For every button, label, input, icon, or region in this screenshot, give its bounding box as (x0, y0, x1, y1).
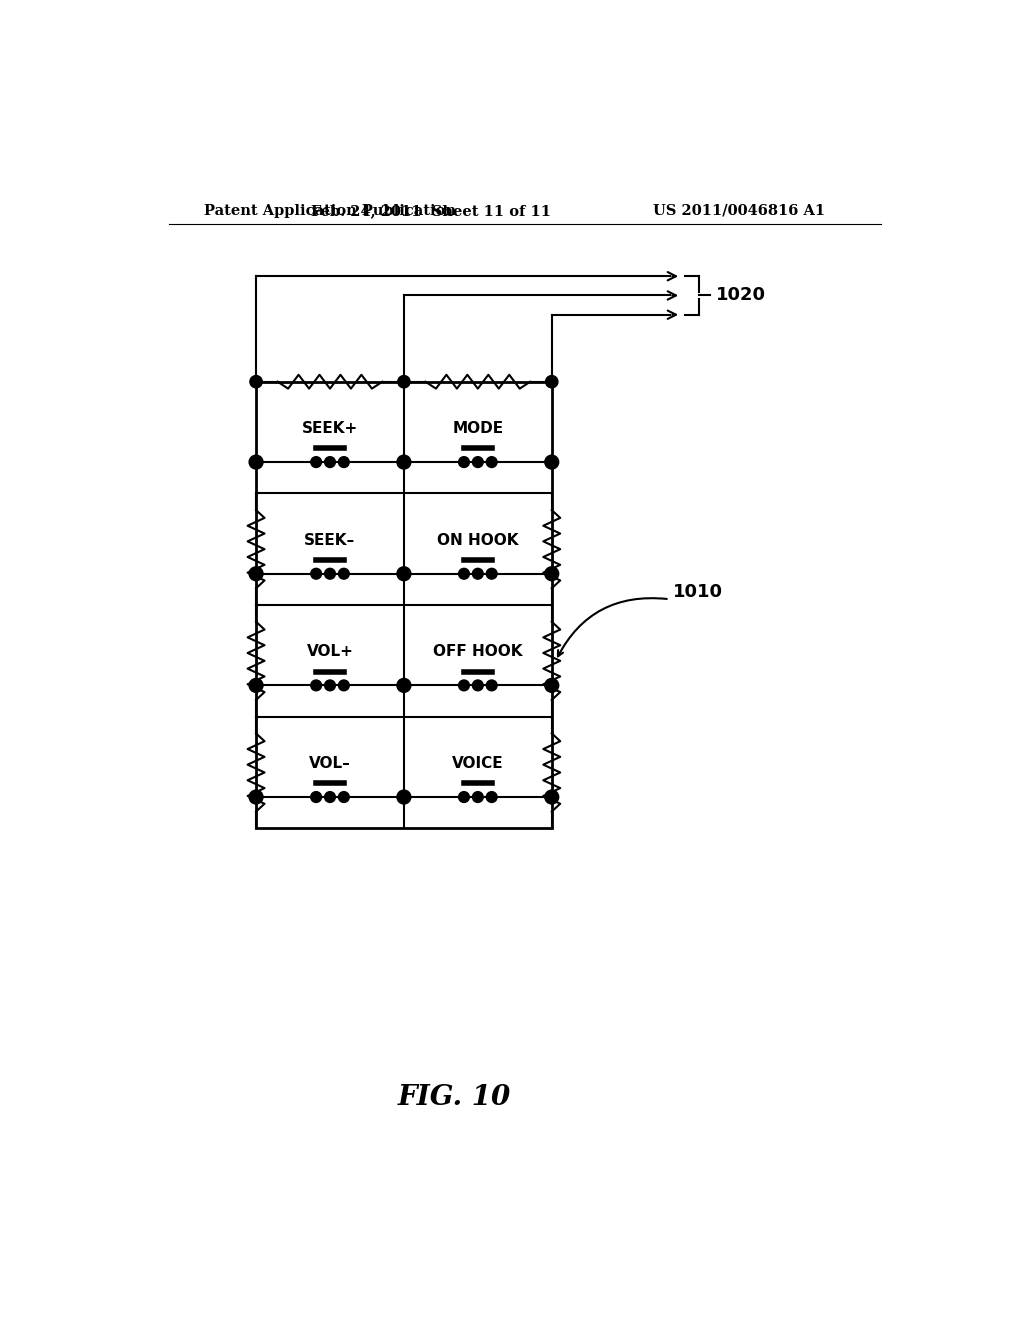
Text: MODE: MODE (453, 421, 504, 436)
Circle shape (397, 455, 411, 469)
Circle shape (472, 569, 483, 579)
Circle shape (545, 791, 559, 804)
Circle shape (472, 457, 483, 467)
Text: 1010: 1010 (674, 582, 723, 601)
Circle shape (472, 792, 483, 803)
Text: SEEK+: SEEK+ (302, 421, 358, 436)
Circle shape (310, 792, 322, 803)
Circle shape (310, 569, 322, 579)
Bar (256, 381, 552, 829)
Text: SEEK–: SEEK– (304, 533, 355, 548)
Circle shape (545, 455, 559, 469)
Text: 1020: 1020 (716, 286, 766, 305)
Circle shape (545, 678, 559, 692)
Text: ON HOOK: ON HOOK (437, 533, 518, 548)
Circle shape (339, 680, 349, 690)
Text: OFF HOOK: OFF HOOK (433, 644, 522, 660)
Text: VOL+: VOL+ (306, 644, 353, 660)
Circle shape (397, 791, 411, 804)
Circle shape (397, 566, 411, 581)
Circle shape (459, 569, 469, 579)
Circle shape (310, 680, 322, 690)
Circle shape (339, 792, 349, 803)
Text: US 2011/0046816 A1: US 2011/0046816 A1 (652, 203, 825, 218)
Text: VOICE: VOICE (452, 756, 504, 771)
Circle shape (310, 457, 322, 467)
Circle shape (397, 376, 410, 388)
Circle shape (486, 792, 497, 803)
Circle shape (249, 455, 263, 469)
Circle shape (459, 680, 469, 690)
Circle shape (546, 376, 558, 388)
Circle shape (397, 678, 411, 692)
Circle shape (486, 680, 497, 690)
Circle shape (545, 566, 559, 581)
Circle shape (250, 376, 262, 388)
Text: Feb. 24, 2011  Sheet 11 of 11: Feb. 24, 2011 Sheet 11 of 11 (311, 203, 551, 218)
Circle shape (249, 566, 263, 581)
Circle shape (325, 457, 336, 467)
Circle shape (486, 457, 497, 467)
Text: Patent Application Publication: Patent Application Publication (204, 203, 456, 218)
Circle shape (249, 791, 263, 804)
Circle shape (249, 678, 263, 692)
Circle shape (472, 680, 483, 690)
Circle shape (459, 457, 469, 467)
Circle shape (339, 457, 349, 467)
Text: VOL–: VOL– (309, 756, 351, 771)
Circle shape (325, 792, 336, 803)
Circle shape (339, 569, 349, 579)
Circle shape (325, 569, 336, 579)
Circle shape (459, 792, 469, 803)
Circle shape (325, 680, 336, 690)
Text: FIG. 10: FIG. 10 (397, 1084, 511, 1111)
Circle shape (486, 569, 497, 579)
